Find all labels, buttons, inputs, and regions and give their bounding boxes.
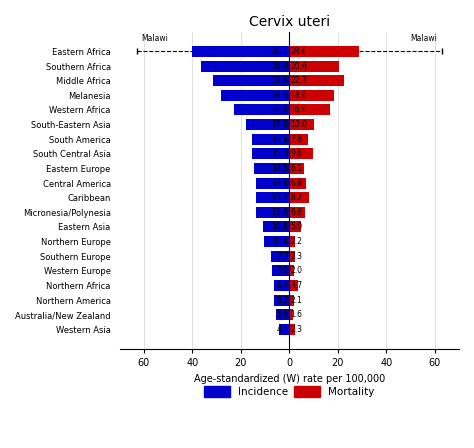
Bar <box>201 60 289 72</box>
X-axis label: Age-standardized (W) rate per 100,000: Age-standardized (W) rate per 100,000 <box>194 374 385 384</box>
Text: 5.0: 5.0 <box>290 223 302 232</box>
Bar <box>279 324 289 335</box>
Bar <box>256 177 289 189</box>
Text: 6.2: 6.2 <box>276 281 288 290</box>
Bar <box>213 75 289 86</box>
Text: 2.1: 2.1 <box>290 296 302 305</box>
Text: 28.3: 28.3 <box>272 91 288 100</box>
Bar <box>256 192 289 203</box>
Bar <box>234 104 289 116</box>
Bar <box>289 265 294 276</box>
Bar <box>256 207 289 218</box>
Text: 13.6: 13.6 <box>272 208 288 217</box>
Text: 20.6: 20.6 <box>290 62 307 71</box>
Text: 10.8: 10.8 <box>272 223 288 232</box>
Text: 1.6: 1.6 <box>290 310 302 319</box>
Text: 16.6: 16.6 <box>290 105 307 115</box>
Bar <box>289 295 294 306</box>
Text: 2.0: 2.0 <box>290 266 302 276</box>
Bar <box>274 295 289 306</box>
Bar <box>246 119 289 130</box>
Text: 14.5: 14.5 <box>272 164 288 173</box>
Bar <box>289 324 295 335</box>
Bar <box>289 60 339 72</box>
Text: 7.0: 7.0 <box>276 266 288 276</box>
Text: 10.0: 10.0 <box>290 120 307 129</box>
Bar <box>252 148 289 159</box>
Text: 6.6: 6.6 <box>290 208 302 217</box>
Bar <box>273 265 289 276</box>
Text: Malawi: Malawi <box>410 34 437 43</box>
Bar <box>289 104 329 116</box>
Text: 8.2: 8.2 <box>290 193 302 202</box>
Bar <box>289 207 305 218</box>
Text: 5.6: 5.6 <box>276 310 288 319</box>
Bar <box>264 236 289 247</box>
Bar <box>289 119 314 130</box>
Text: 18.6: 18.6 <box>290 91 307 100</box>
Text: 2.3: 2.3 <box>290 252 302 261</box>
Text: 6.2: 6.2 <box>276 296 288 305</box>
Bar <box>252 134 289 145</box>
Text: 6.1: 6.1 <box>290 164 302 173</box>
Text: 13.8: 13.8 <box>272 179 288 188</box>
Bar <box>289 236 295 247</box>
Bar <box>276 309 289 320</box>
Bar <box>289 280 298 291</box>
Text: 13.7: 13.7 <box>272 193 288 202</box>
Text: 31.6: 31.6 <box>272 76 288 85</box>
Text: 6.8: 6.8 <box>290 179 302 188</box>
Bar <box>289 46 359 57</box>
Text: 15.3: 15.3 <box>272 149 288 158</box>
Text: 22.7: 22.7 <box>290 76 307 85</box>
Text: 9.6: 9.6 <box>290 149 302 158</box>
Title: Cervix uteri: Cervix uteri <box>249 15 330 29</box>
Bar <box>221 90 289 101</box>
Bar <box>254 163 289 174</box>
Text: 36.4: 36.4 <box>271 62 288 71</box>
Bar <box>274 280 289 291</box>
Bar <box>289 192 309 203</box>
Bar <box>289 221 301 233</box>
Text: 28.6: 28.6 <box>290 47 307 56</box>
Text: Malawi: Malawi <box>141 34 168 43</box>
Bar <box>289 90 335 101</box>
Bar <box>192 46 289 57</box>
Text: 2.3: 2.3 <box>290 325 302 334</box>
Text: 7.8: 7.8 <box>290 135 302 144</box>
Text: 23.0: 23.0 <box>272 105 288 115</box>
Bar <box>289 134 308 145</box>
Bar <box>289 163 304 174</box>
Text: 40.1: 40.1 <box>272 47 288 56</box>
Bar <box>289 251 295 262</box>
Text: 7.7: 7.7 <box>276 252 288 261</box>
Text: 17.8: 17.8 <box>272 120 288 129</box>
Text: 10.4: 10.4 <box>272 237 288 246</box>
Legend: Incidence, Mortality: Incidence, Mortality <box>200 382 379 401</box>
Bar <box>289 148 312 159</box>
Text: 2.2: 2.2 <box>290 237 302 246</box>
Text: 3.7: 3.7 <box>290 281 302 290</box>
Text: 4.1: 4.1 <box>276 325 288 334</box>
Bar <box>289 309 293 320</box>
Bar <box>271 251 289 262</box>
Text: 15.4: 15.4 <box>272 135 288 144</box>
Bar <box>263 221 289 233</box>
Bar <box>289 75 344 86</box>
Bar <box>289 177 306 189</box>
